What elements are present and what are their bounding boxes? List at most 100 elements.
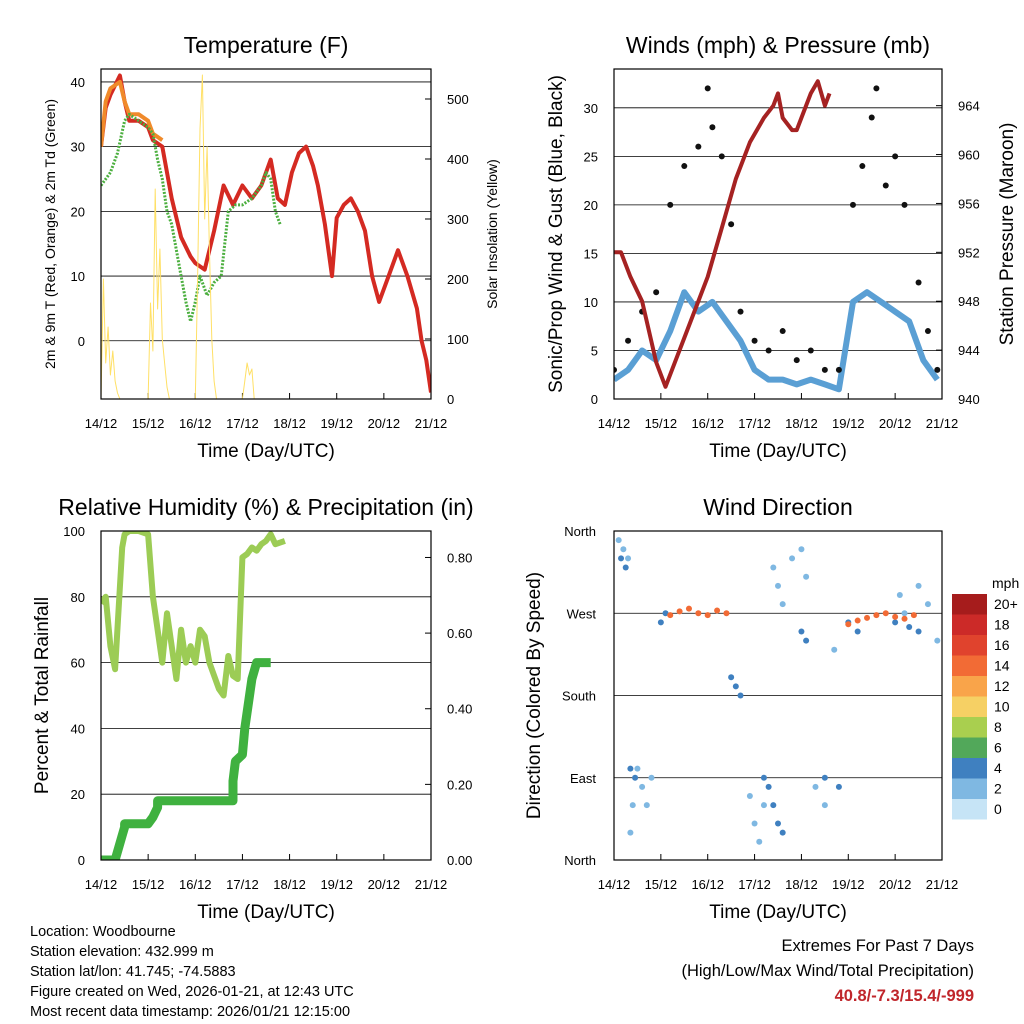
x-tick-label: 21/12 [415,877,448,892]
gust-point [765,347,772,354]
gust-point [681,163,688,170]
x-tick-label: 15/12 [132,877,165,892]
gust-point [737,308,744,315]
x-tick-label: 14/12 [85,416,118,431]
direction-point [882,610,889,617]
x-tick-label: 20/12 [368,416,401,431]
station-latlon: Station lat/lon: 41.745; -74.5883 [30,964,236,980]
y-tick-label: West [567,606,597,621]
chart-title: Relative Humidity (%) & Precipitation (i… [58,494,473,520]
y-right-tick-label: 500 [447,92,469,107]
gust-point [728,221,735,228]
x-tick-label: 14/12 [598,877,631,892]
gust-point [901,201,908,208]
chart-title: Wind Direction [703,494,853,520]
legend-label: 8 [994,719,1002,735]
y-right-tick-label: 944 [958,343,980,358]
direction-point [798,546,805,553]
extremes-box: Extremes For Past 7 Days (High/Low/Max W… [681,934,974,1009]
y-right-axis-label: Station Pressure (Maroon) [997,123,1018,346]
x-axis-label: Time (Day/UTC) [709,441,847,462]
direction-point [910,612,917,619]
plot-frame [100,530,432,861]
station-elevation: Station elevation: 432.999 m [30,944,214,960]
direction-point [732,683,739,690]
direction-point [629,802,636,809]
extremes-values: 40.8/-7.3/15.4/-999 [834,987,974,1005]
direction-point [798,628,805,635]
direction-point [627,765,634,772]
gust-point [849,201,856,208]
gust-point [892,153,899,160]
extremes-subtitle: (High/Low/Max Wind/Total Precipitation) [681,962,974,980]
direction-point [760,802,767,809]
gust-point [915,279,922,286]
legend-swatch [952,614,987,635]
y-tick-label: 0 [78,853,85,868]
x-axis-label: Time (Day/UTC) [709,902,847,923]
direction-point [667,612,674,619]
legend-swatch [952,676,987,697]
direction-point [770,802,777,809]
gust-point [704,85,711,92]
direction-point [746,793,753,800]
direction-point [854,628,861,635]
x-tick-label: 15/12 [645,877,678,892]
gust-point [859,163,866,170]
x-tick-label: 21/12 [926,877,959,892]
direction-point [906,623,913,630]
direction-point [622,564,629,571]
direction-point [803,637,810,644]
y-tick-label: East [570,771,596,786]
legend-label: 20+ [994,596,1018,612]
direction-point [620,546,627,553]
y-axis-label: Sonic/Prop Wind & Gust (Blue, Black) [546,75,567,393]
x-tick-label: 20/12 [368,877,401,892]
y-axis-label: Direction (Colored By Speed) [524,572,545,819]
direction-point [723,610,730,617]
direction-point [775,582,781,589]
y-axis-label: Percent & Total Rainfall [32,597,53,794]
x-tick-label: 17/12 [226,416,259,431]
direction-point [657,619,664,626]
y-tick-label: 5 [591,343,598,358]
gust-point [751,337,758,344]
series-line [101,79,164,147]
direction-point [821,774,828,781]
direction-point [634,765,641,772]
legend-label: 12 [994,678,1010,694]
direction-point [896,591,903,598]
plot-frame [100,68,432,400]
x-axis-label: Time (Day/UTC) [197,441,335,462]
direction-point [770,564,777,571]
direction-point [625,555,632,562]
x-tick-label: 19/12 [320,416,353,431]
direction-point [695,610,702,617]
legend-label: 4 [994,760,1002,776]
x-tick-label: 18/12 [273,877,306,892]
direction-point [765,783,772,790]
direction-point [892,619,899,626]
legend-label: 18 [994,617,1010,633]
gust-point [924,328,931,335]
x-tick-label: 19/12 [832,877,865,892]
y-tick-label: North [564,853,596,868]
gust-point [614,366,617,373]
y-tick-label: 40 [71,721,85,736]
y-tick-label: 100 [63,524,85,539]
figure-created: Figure created on Wed, 2026-01-21, at 12… [30,984,354,1000]
direction-point [779,829,786,836]
y-right-tick-label: 0.20 [447,777,472,792]
direction-point [864,614,871,621]
gust-point [625,337,632,344]
y-tick-label: 15 [584,246,598,261]
series-line [101,73,431,393]
y-tick-label: North [564,524,596,539]
y-right-tick-label: 952 [958,245,980,260]
y-tick-label: 30 [71,140,85,155]
direction-point [632,774,639,781]
legend-swatch [952,737,987,758]
y-right-tick-label: 0.40 [447,702,472,717]
y-right-tick-label: 964 [958,99,980,114]
